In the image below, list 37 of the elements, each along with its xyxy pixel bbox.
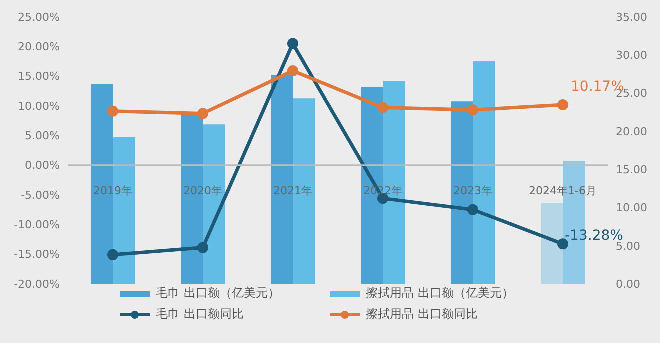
point bbox=[198, 242, 208, 254]
x-tick-label: 2020年 bbox=[184, 184, 222, 198]
y-tick-label: 25.00% bbox=[18, 10, 60, 24]
point bbox=[558, 99, 568, 110]
y2-tick-label: 0.00 bbox=[616, 278, 640, 291]
y2-tick-label: 15.00 bbox=[616, 163, 648, 176]
y-tick-label: 0.00% bbox=[25, 159, 60, 172]
y2-tick-label: 30.00 bbox=[616, 49, 648, 62]
y-tick-label: 5.00% bbox=[25, 130, 60, 143]
legend-label: 擦拭用品 出口额（亿美元） bbox=[366, 285, 514, 302]
point bbox=[108, 106, 118, 117]
legend-label: 毛巾 出口额（亿美元） bbox=[156, 285, 280, 302]
x-tick-label: 2021年 bbox=[274, 184, 312, 198]
point bbox=[378, 102, 388, 114]
point bbox=[468, 104, 478, 116]
point bbox=[558, 238, 568, 250]
point bbox=[288, 65, 298, 76]
point bbox=[198, 108, 208, 120]
y2-tick-label: 5.00 bbox=[616, 240, 640, 253]
point bbox=[288, 38, 298, 50]
point bbox=[468, 204, 478, 216]
y-tick-label: 15.00% bbox=[18, 70, 60, 84]
y-tick-label: -20.00% bbox=[14, 278, 60, 291]
y-tick-label: -5.00% bbox=[21, 188, 60, 202]
y2-tick-label: 10.00 bbox=[616, 202, 648, 215]
point bbox=[108, 249, 118, 260]
bar bbox=[541, 203, 564, 284]
legend-label: 擦拭用品 出口额同比 bbox=[366, 306, 478, 323]
y-tick-label: -15.00% bbox=[14, 248, 60, 262]
y2-tick-label: 20.00 bbox=[616, 125, 648, 138]
y-tick-label: 20.00% bbox=[18, 40, 60, 54]
y-tick-label: -10.00% bbox=[14, 218, 60, 232]
x-tick-label: 2023年 bbox=[454, 184, 492, 198]
y2-tick-label: 35.00 bbox=[616, 10, 648, 24]
y-tick-label: 10.00% bbox=[18, 100, 60, 113]
legend-label: 毛巾 出口额同比 bbox=[156, 306, 244, 323]
x-tick-label: 2019年 bbox=[94, 184, 132, 198]
